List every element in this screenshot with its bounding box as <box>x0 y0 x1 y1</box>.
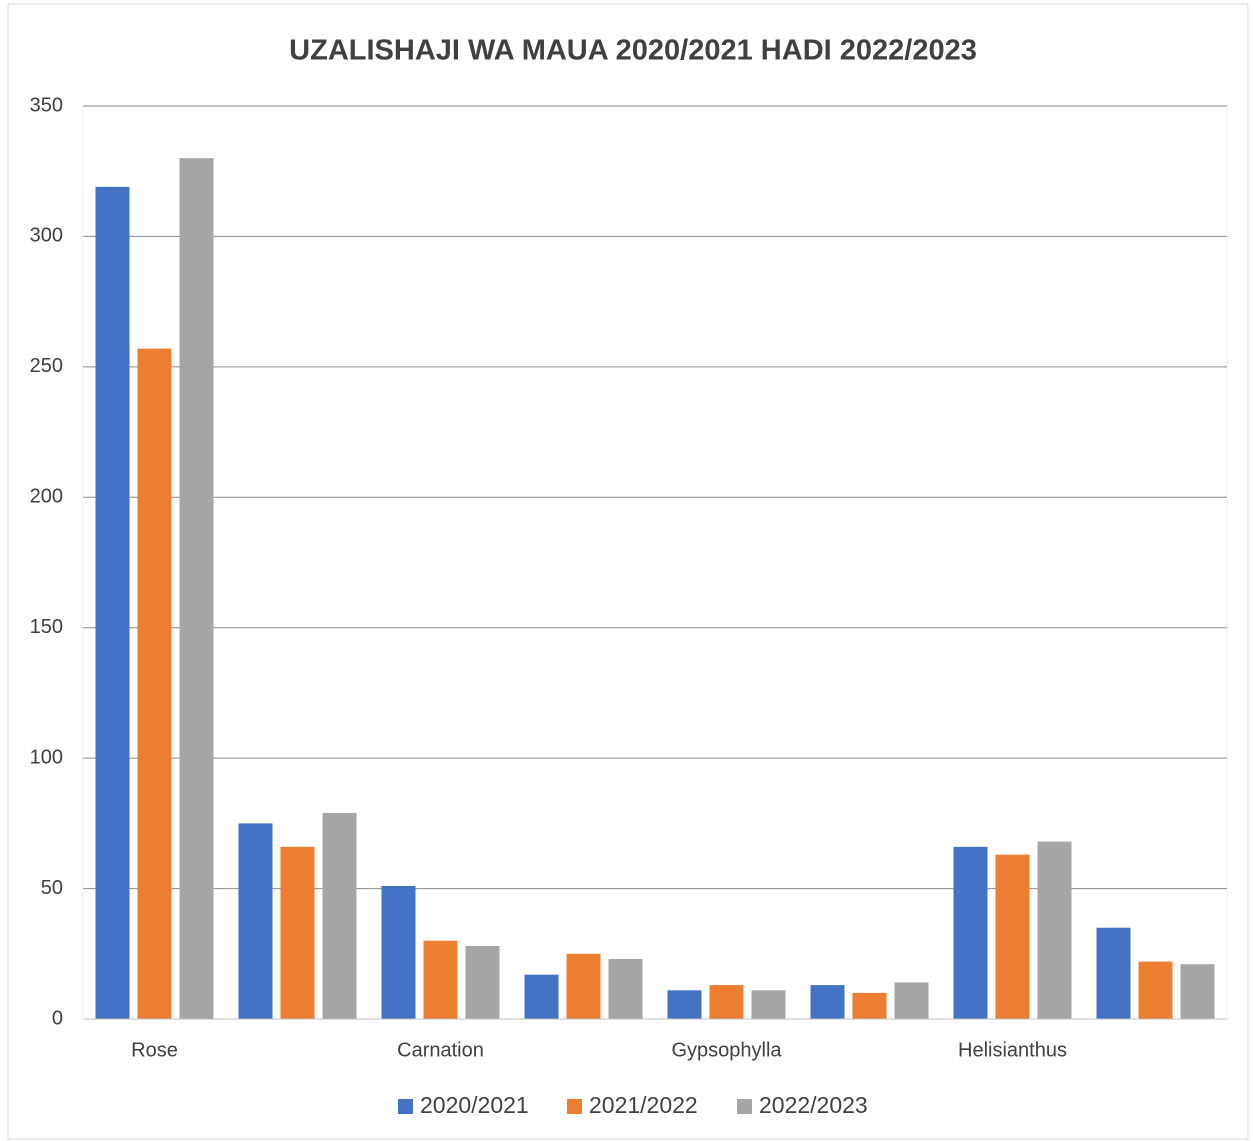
bar <box>852 992 887 1019</box>
y-tick-label: 50 <box>41 877 63 899</box>
bar <box>423 940 458 1019</box>
y-tick-label: 0 <box>52 1007 63 1029</box>
bar <box>995 854 1030 1019</box>
legend-swatch <box>737 1099 752 1114</box>
chart-title: UZALISHAJI WA MAUA 2020/2021 HADI 2022/2… <box>289 35 977 67</box>
bar <box>953 846 988 1019</box>
bar <box>381 885 416 1019</box>
y-tick-label: 150 <box>30 616 63 638</box>
bar <box>1037 841 1072 1019</box>
bar <box>524 974 559 1019</box>
x-tick-label: Gypsophylla <box>671 1039 782 1061</box>
bar <box>709 985 744 1019</box>
legend-label: 2020/2021 <box>420 1092 529 1118</box>
bar <box>1180 964 1215 1019</box>
bar <box>465 945 500 1019</box>
y-tick-label: 250 <box>30 355 63 377</box>
x-tick-label: Helisianthus <box>958 1039 1067 1061</box>
x-tick-label: Rose <box>131 1039 178 1061</box>
bar <box>95 186 130 1019</box>
legend-label: 2021/2022 <box>589 1092 698 1118</box>
bar <box>751 990 786 1019</box>
bar <box>1138 961 1173 1019</box>
bar <box>137 348 172 1019</box>
y-tick-label: 100 <box>30 746 63 768</box>
bar <box>608 959 643 1019</box>
bar <box>1096 927 1131 1019</box>
bar <box>810 985 845 1019</box>
legend-swatch <box>567 1099 582 1114</box>
bar <box>322 812 357 1019</box>
bar <box>566 953 601 1019</box>
legend-label: 2022/2023 <box>759 1092 868 1118</box>
bar <box>179 158 214 1019</box>
y-tick-label: 200 <box>30 486 63 508</box>
bar <box>280 846 315 1019</box>
legend-swatch <box>398 1099 413 1114</box>
bar <box>238 823 273 1019</box>
y-tick-label: 300 <box>30 225 63 247</box>
bar <box>667 990 702 1019</box>
y-tick-label: 350 <box>30 94 63 116</box>
bar <box>894 982 929 1019</box>
x-tick-label: Carnation <box>397 1039 484 1061</box>
